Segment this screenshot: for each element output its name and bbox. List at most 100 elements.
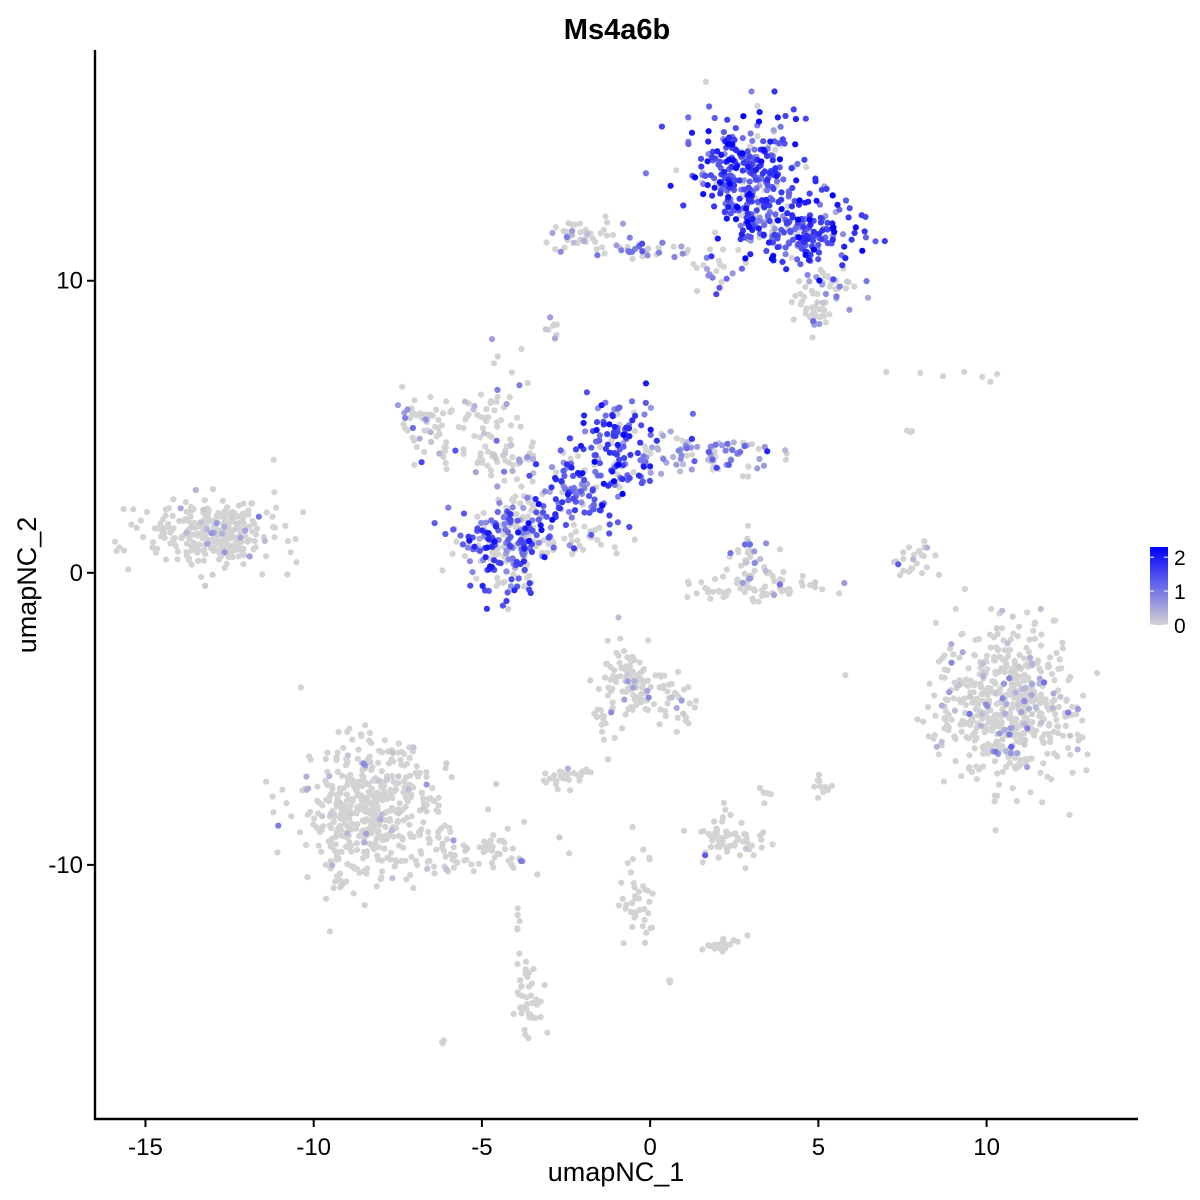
cell-point: [460, 450, 467, 457]
cell-point: [729, 270, 736, 277]
cell-point: [571, 507, 579, 514]
cell-point: [851, 283, 858, 290]
cell-point: [427, 393, 434, 400]
cell-point: [974, 695, 981, 702]
legend-tick-label: 2: [1174, 547, 1186, 570]
cell-point: [921, 538, 928, 545]
cell-point: [169, 512, 176, 520]
cell-point: [1001, 710, 1009, 717]
cell-point: [987, 685, 994, 692]
cell-point: [698, 828, 705, 835]
cell-point: [376, 822, 383, 829]
cell-point: [629, 417, 636, 424]
cell-point: [524, 574, 531, 581]
cell-point: [662, 712, 669, 720]
cell-point: [593, 426, 600, 434]
cell-point: [514, 926, 521, 933]
cell-point: [394, 819, 401, 826]
cell-point: [826, 311, 833, 318]
cell-point: [606, 421, 613, 428]
cell-point: [586, 492, 593, 500]
cell-point: [507, 533, 514, 541]
cell-point: [1028, 660, 1035, 667]
cell-point: [420, 795, 427, 802]
cell-point: [685, 114, 692, 121]
cell-point: [745, 164, 752, 171]
cell-point: [642, 170, 650, 177]
cell-point: [162, 512, 169, 519]
cell-point: [387, 849, 395, 856]
cell-point: [405, 786, 412, 793]
cell-point: [645, 910, 652, 917]
cell-point: [337, 870, 344, 877]
cell-point: [951, 733, 958, 740]
cell-point: [702, 172, 709, 179]
cell-point: [615, 493, 622, 500]
cell-point: [490, 557, 498, 564]
cell-point: [522, 525, 529, 532]
cell-point: [778, 206, 785, 213]
cell-point: [490, 832, 497, 839]
cell-point: [719, 442, 726, 449]
cell-point: [722, 447, 729, 454]
cell-point: [705, 830, 712, 838]
cell-point: [501, 477, 508, 484]
cell-point: [842, 197, 850, 204]
cell-point: [580, 419, 587, 427]
cell-point: [578, 499, 585, 506]
cell-point: [615, 461, 622, 468]
cell-point: [819, 586, 826, 593]
cell-point: [253, 525, 261, 532]
cell-point: [642, 380, 650, 387]
cell-point: [487, 399, 494, 407]
cell-point: [619, 895, 626, 903]
cell-point: [418, 459, 425, 466]
cell-point: [263, 778, 270, 785]
cell-point: [228, 532, 235, 539]
cell-point: [722, 806, 729, 813]
cell-point: [472, 469, 479, 476]
cell-point: [176, 517, 183, 525]
cell-point: [990, 719, 997, 726]
cell-point: [431, 798, 438, 805]
cell-point: [999, 625, 1006, 632]
cell-point: [1018, 709, 1025, 716]
cell-point: [480, 509, 487, 517]
cell-point: [673, 728, 680, 735]
cell-point: [560, 228, 567, 235]
cell-point: [639, 248, 646, 255]
cell-point: [764, 176, 771, 184]
cell-point: [815, 794, 822, 801]
cell-point: [382, 823, 389, 831]
cell-point: [594, 252, 601, 259]
cell-point: [822, 319, 830, 326]
cell-point: [532, 461, 540, 468]
cell-point: [395, 810, 402, 817]
cell-point: [671, 253, 678, 261]
cell-point: [496, 500, 503, 507]
cell-point: [514, 961, 521, 968]
cell-point: [796, 278, 803, 285]
cell-point: [552, 511, 559, 518]
cell-point: [652, 672, 659, 679]
cell-point: [734, 204, 741, 211]
cell-point: [673, 704, 680, 712]
cell-point: [948, 659, 955, 666]
cell-point: [513, 476, 521, 483]
cell-point: [762, 567, 769, 575]
cell-point: [590, 501, 597, 508]
cell-point: [167, 540, 174, 547]
cell-point: [221, 523, 228, 530]
cell-point: [515, 575, 522, 582]
cell-point: [610, 478, 618, 485]
cell-point: [535, 516, 542, 523]
cell-point: [368, 740, 375, 747]
cell-point: [560, 467, 567, 474]
cell-point: [961, 585, 969, 593]
cell-point: [504, 825, 511, 832]
cell-point: [527, 589, 534, 597]
cell-point: [372, 839, 379, 847]
cell-point: [602, 720, 609, 727]
cell-point: [992, 690, 999, 697]
cell-point: [550, 539, 557, 547]
